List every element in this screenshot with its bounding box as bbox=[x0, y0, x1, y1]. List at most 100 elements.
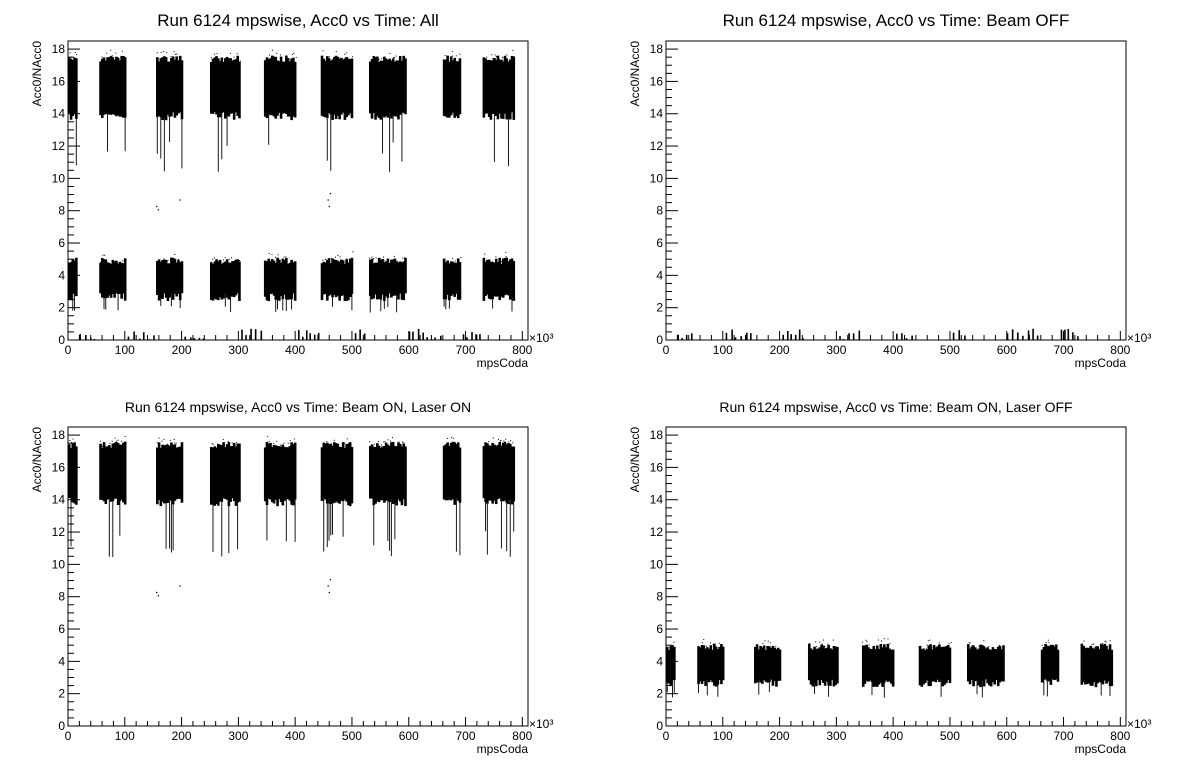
laser-off-tail bbox=[332, 297, 333, 307]
laser-off-column bbox=[510, 258, 514, 297]
laser-off-tail bbox=[351, 293, 353, 311]
laser-off-tail bbox=[883, 682, 885, 698]
laser-on-speck bbox=[167, 444, 169, 446]
laser-on-speck bbox=[268, 54, 270, 56]
laser-on-speck bbox=[216, 53, 218, 55]
laser-on-column bbox=[180, 60, 184, 120]
laser-on-column bbox=[327, 58, 331, 114]
beam-off-column bbox=[911, 335, 913, 340]
laser-off-speck bbox=[1101, 643, 1103, 645]
laser-off-column bbox=[400, 262, 404, 300]
laser-off-tail bbox=[940, 680, 942, 697]
laser-off-column bbox=[1049, 644, 1053, 685]
laser-off-speck bbox=[102, 254, 104, 256]
laser-on-column bbox=[377, 445, 381, 503]
laser-off-column bbox=[979, 644, 982, 688]
laser-off-column bbox=[929, 644, 932, 687]
laser-on-column bbox=[173, 444, 177, 501]
laser-on-speck bbox=[498, 58, 500, 60]
x-tick-label: 500 bbox=[342, 729, 362, 743]
laser-on-speck bbox=[173, 50, 175, 52]
laser-on-tail bbox=[75, 118, 77, 166]
laser-on-column bbox=[487, 445, 491, 501]
laser-off-column bbox=[870, 648, 874, 683]
x-tick-label: 800 bbox=[1110, 729, 1130, 743]
laser-off-tail bbox=[1109, 686, 1111, 696]
laser-on-column bbox=[505, 58, 509, 120]
beam-off-column bbox=[905, 338, 908, 340]
beam-off-column bbox=[260, 330, 263, 340]
laser-on-speck bbox=[505, 438, 507, 440]
laser-off-column bbox=[1099, 643, 1103, 683]
x-multiplier-label: ×10³ bbox=[1127, 717, 1151, 731]
beam-off-column bbox=[426, 337, 428, 340]
laser-off-column bbox=[507, 261, 510, 296]
laser-on-speck bbox=[227, 440, 229, 442]
laser-on-column bbox=[368, 445, 372, 499]
laser-on-column bbox=[168, 61, 171, 117]
laser-off-column bbox=[279, 262, 283, 297]
laser-on-column bbox=[234, 59, 238, 113]
laser-on-speck bbox=[162, 51, 164, 53]
laser-off-tail bbox=[224, 293, 226, 307]
beam-off-column bbox=[1032, 328, 1034, 340]
x-axis-label: mpsCoda bbox=[1075, 356, 1127, 370]
beam-off-column bbox=[202, 338, 205, 340]
laser-on-speck bbox=[497, 439, 499, 441]
laser-on-tail bbox=[228, 506, 230, 554]
laser-on-column bbox=[400, 61, 404, 113]
laser-on-column bbox=[292, 444, 295, 506]
laser-on-column bbox=[324, 443, 327, 500]
laser-on-speck bbox=[161, 440, 163, 442]
data-points bbox=[666, 638, 1114, 698]
laser-off-column bbox=[503, 257, 507, 296]
laser-on-column bbox=[494, 446, 498, 505]
x-tick-label: 100 bbox=[115, 729, 135, 743]
laser-on-speck bbox=[387, 439, 389, 441]
laser-on-speck bbox=[295, 57, 297, 59]
laser-off-column bbox=[1105, 645, 1108, 684]
beam-off-column bbox=[85, 334, 87, 340]
laser-off-column bbox=[395, 261, 398, 296]
laser-off-column bbox=[484, 261, 487, 296]
laser-off-speck bbox=[177, 258, 179, 260]
laser-on-column bbox=[236, 443, 239, 503]
laser-on-speck bbox=[111, 55, 113, 57]
laser-on-speck bbox=[74, 441, 76, 443]
laser-on-speck bbox=[169, 439, 171, 441]
laser-on-column bbox=[512, 56, 516, 120]
y-tick-label: 16 bbox=[650, 460, 664, 474]
laser-off-column bbox=[884, 647, 888, 681]
laser-off-column bbox=[444, 262, 448, 300]
laser-off-tail bbox=[117, 294, 119, 311]
laser-off-speck bbox=[877, 639, 879, 641]
laser-on-speck bbox=[279, 54, 281, 56]
laser-on-column bbox=[374, 57, 377, 120]
stray-point bbox=[328, 591, 330, 594]
laser-off-column bbox=[99, 263, 102, 294]
laser-on-column bbox=[104, 446, 108, 504]
laser-off-column bbox=[667, 649, 671, 684]
laser-on-column bbox=[494, 59, 498, 116]
laser-on-column bbox=[157, 61, 161, 117]
laser-on-column bbox=[510, 55, 514, 113]
laser-on-column bbox=[222, 61, 225, 113]
y-tick-label: 4 bbox=[656, 268, 663, 282]
stray-point bbox=[157, 209, 160, 211]
laser-on-column bbox=[263, 60, 267, 117]
x-tick-label: 600 bbox=[399, 729, 419, 743]
laser-off-column bbox=[721, 646, 725, 681]
laser-off-tail bbox=[396, 295, 398, 313]
laser-off-column bbox=[974, 647, 977, 682]
laser-off-speck bbox=[832, 639, 834, 641]
laser-off-column bbox=[713, 643, 716, 686]
laser-off-tail bbox=[443, 299, 445, 307]
laser-on-column bbox=[229, 58, 232, 114]
laser-on-speck bbox=[452, 55, 454, 57]
laser-on-speck bbox=[352, 56, 354, 58]
laser-on-column bbox=[269, 442, 272, 500]
laser-off-column bbox=[397, 262, 400, 300]
laser-on-column bbox=[341, 442, 345, 502]
laser-off-column bbox=[368, 259, 372, 296]
laser-on-column bbox=[270, 447, 274, 503]
